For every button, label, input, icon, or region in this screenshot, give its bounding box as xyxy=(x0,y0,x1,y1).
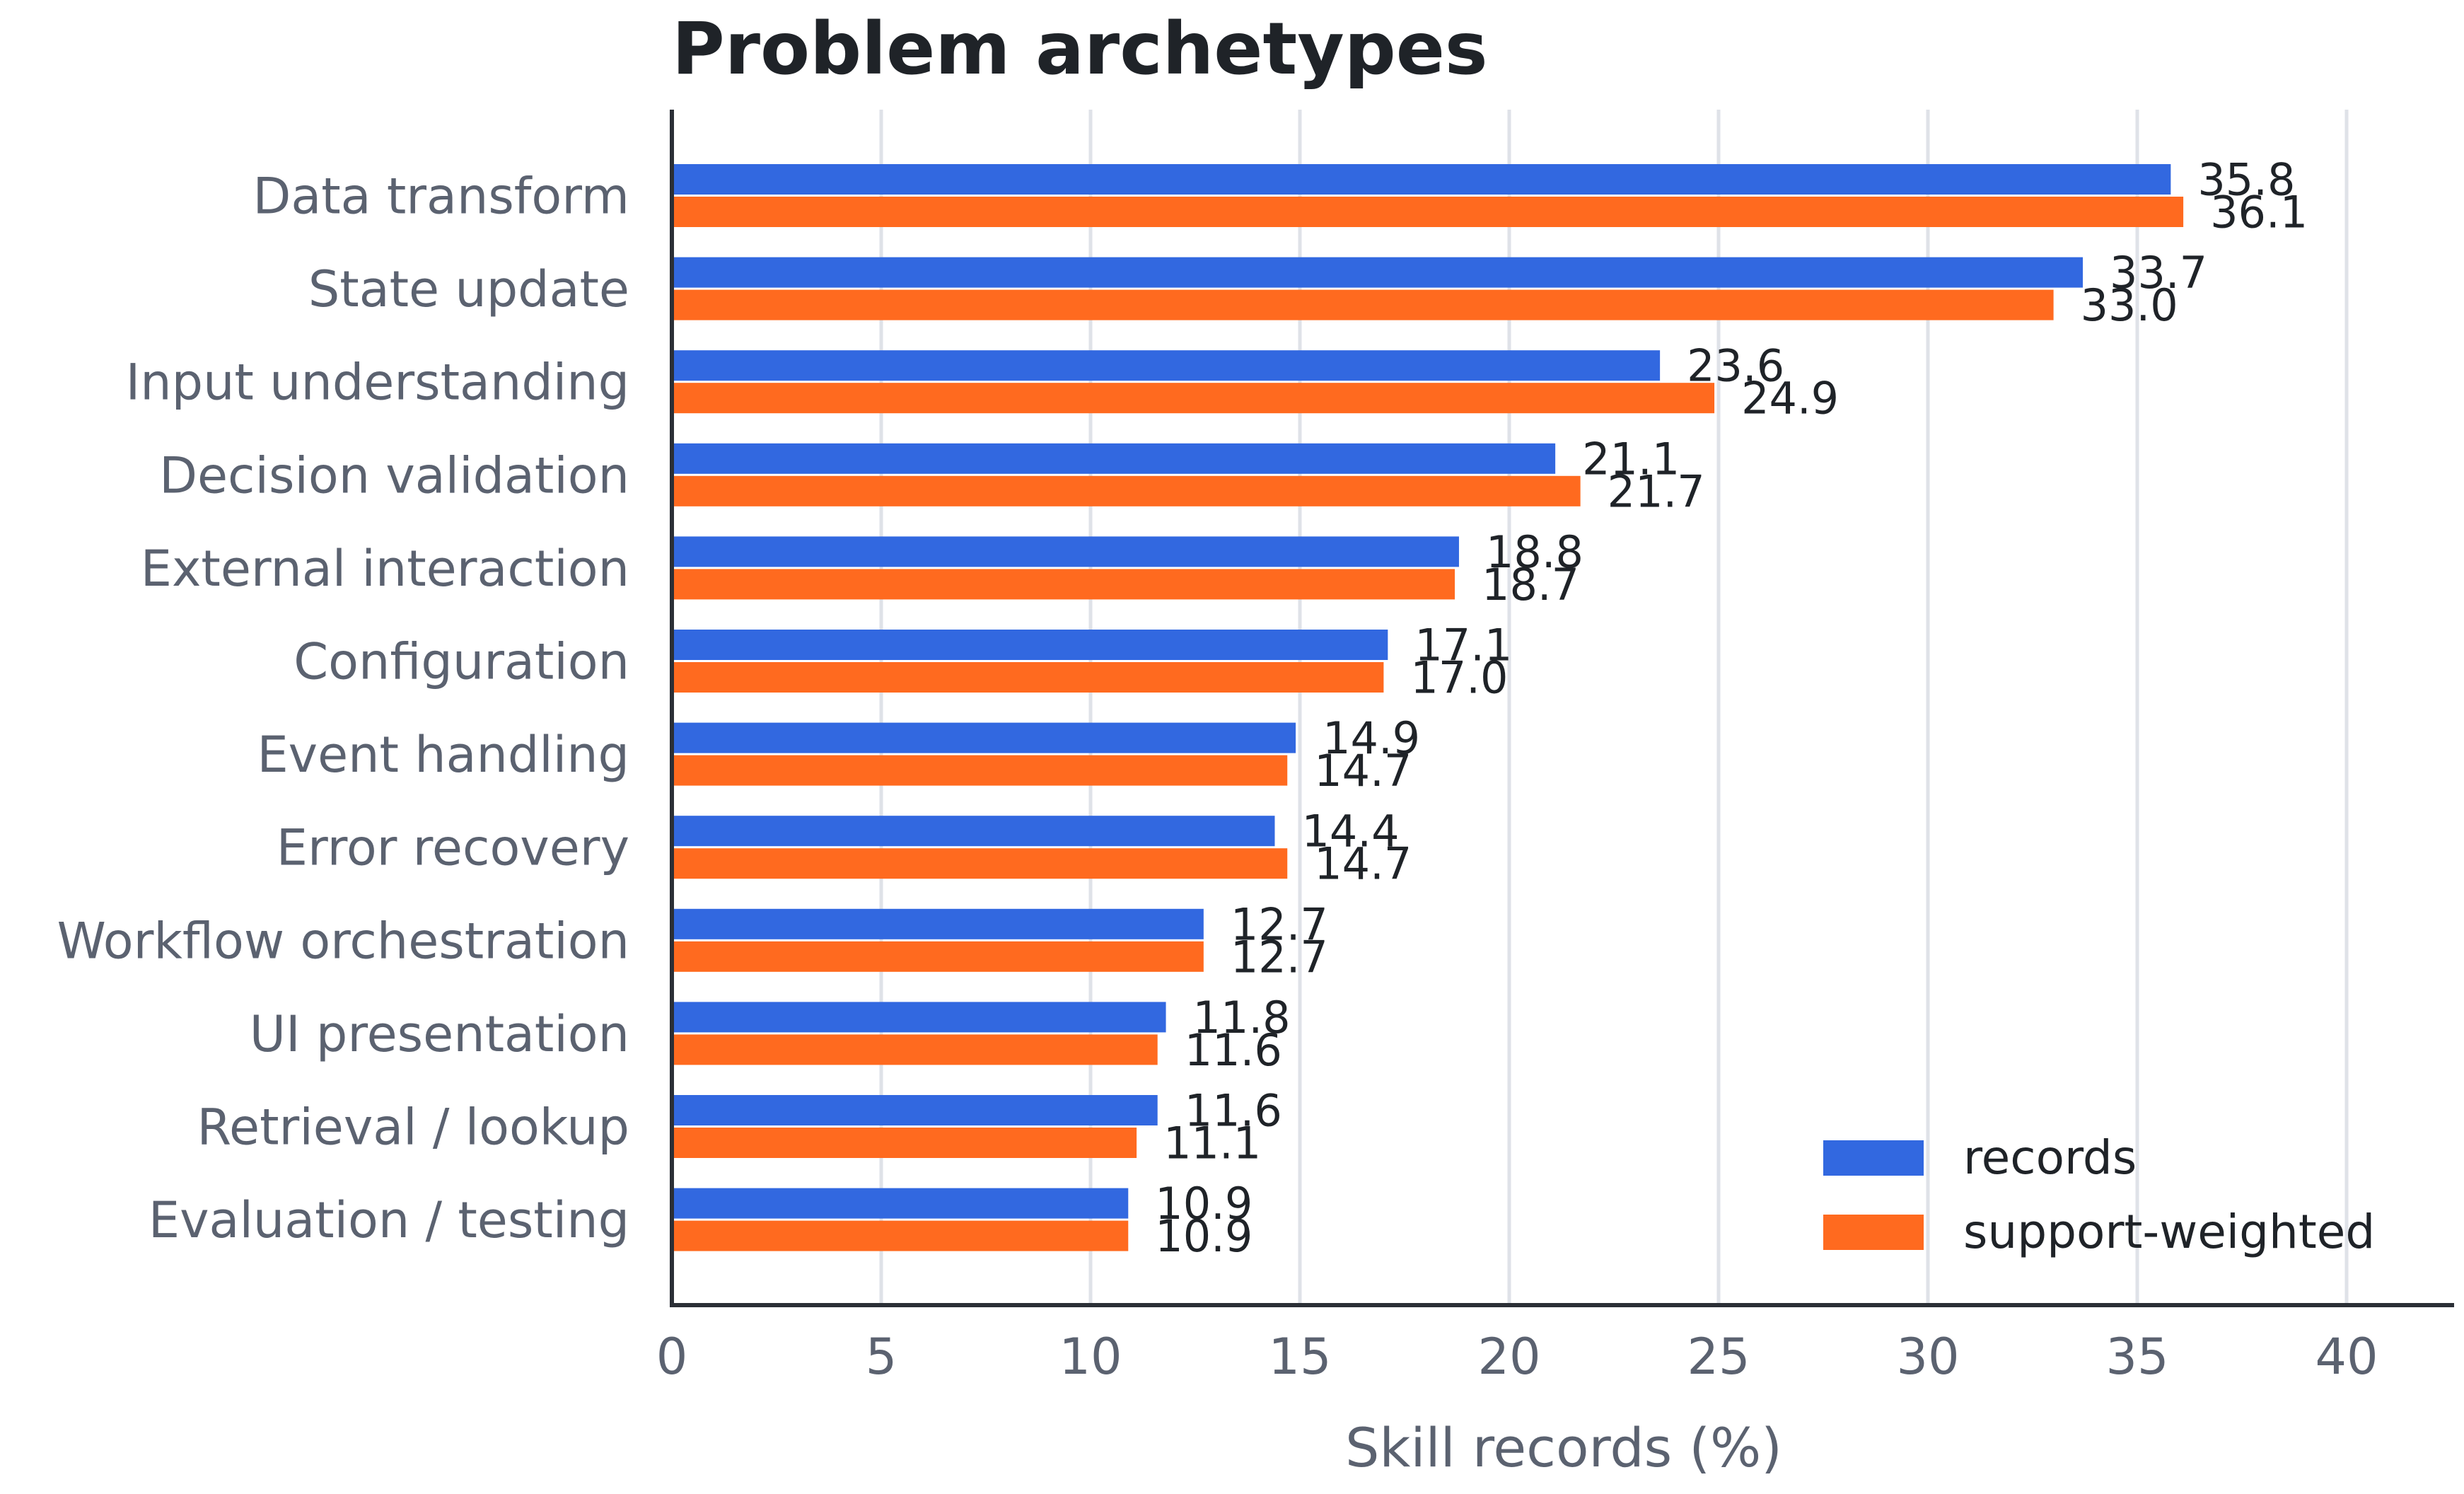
bar-support-weighted xyxy=(672,289,2054,320)
value-label: 11.6 xyxy=(1185,1085,1282,1137)
value-label: 23.6 xyxy=(1687,340,1784,392)
bar-support-weighted xyxy=(672,197,2184,227)
category-labels: Data transform State update Input understa… xyxy=(57,168,629,1250)
value-label: 12.7 xyxy=(1231,898,1328,950)
category-label: Configuration xyxy=(294,633,629,691)
value-label: 18.8 xyxy=(1486,526,1583,578)
value-label: 11.6 xyxy=(1185,1024,1282,1076)
legend-swatch xyxy=(1823,1140,1924,1176)
bar-records xyxy=(672,630,1388,660)
bar-records xyxy=(672,816,1275,847)
category-label: UI presentation xyxy=(250,1005,629,1063)
x-tick-label: 30 xyxy=(1896,1328,1959,1386)
value-label: 17.1 xyxy=(1414,620,1512,671)
value-label: 11.8 xyxy=(1193,992,1291,1043)
value-label: 14.7 xyxy=(1314,745,1412,797)
category-label: Retrieval / lookup xyxy=(197,1099,629,1157)
bar-records xyxy=(672,1002,1166,1033)
category-label: Workflow orchestration xyxy=(57,912,629,970)
bar-support-weighted xyxy=(672,1220,1129,1251)
bar-records xyxy=(672,1095,1158,1125)
bar-support-weighted xyxy=(672,383,1715,414)
value-label: 33.0 xyxy=(2081,279,2178,331)
value-label: 21.1 xyxy=(1582,433,1680,485)
bar-records xyxy=(672,350,1661,381)
x-tick-label: 15 xyxy=(1268,1328,1331,1386)
bar-support-weighted xyxy=(672,755,1288,786)
chart-title: Problem archetypes xyxy=(672,7,1488,91)
value-label: 18.7 xyxy=(1482,559,1579,610)
x-axis-label: Skill records (%) xyxy=(1345,1416,1782,1479)
bar-records xyxy=(672,164,2171,195)
bar-records xyxy=(672,257,2084,288)
value-label: 24.9 xyxy=(1741,373,1839,424)
bar-support-weighted xyxy=(672,941,1204,972)
bar-records xyxy=(672,536,1459,567)
value-label: 14.9 xyxy=(1323,712,1420,764)
category-label: External interaction xyxy=(141,540,629,598)
category-label: Data transform xyxy=(252,168,629,226)
x-tick-label: 35 xyxy=(2105,1328,2168,1386)
x-tick-label: 10 xyxy=(1059,1328,1122,1386)
category-label: Event handling xyxy=(257,726,629,784)
bars xyxy=(672,164,2184,1251)
value-label: 10.9 xyxy=(1155,1178,1253,1229)
x-tick-label: 40 xyxy=(2315,1328,2378,1386)
bar-records xyxy=(672,722,1296,753)
bar-records xyxy=(672,443,1556,474)
bar-support-weighted xyxy=(672,569,1455,600)
value-label: 10.9 xyxy=(1155,1210,1253,1262)
x-tick-label: 20 xyxy=(1477,1328,1540,1386)
axes xyxy=(670,110,2454,1307)
x-tick-label: 5 xyxy=(866,1328,897,1386)
value-label: 36.1 xyxy=(2210,187,2308,238)
x-tick-labels: 0 5 10 15 20 25 30 35 40 xyxy=(656,1328,2378,1386)
legend-label: records xyxy=(1963,1130,2137,1185)
value-label: 12.7 xyxy=(1231,931,1328,983)
bar-records xyxy=(672,908,1204,939)
legend-swatch xyxy=(1823,1215,1924,1250)
bar-support-weighted xyxy=(672,662,1384,693)
category-label: Decision validation xyxy=(159,446,629,504)
value-label: 17.0 xyxy=(1410,652,1508,704)
category-label: State update xyxy=(308,260,629,318)
value-label: 11.1 xyxy=(1163,1118,1261,1169)
value-label: 35.8 xyxy=(2197,154,2295,206)
value-label: 33.7 xyxy=(2110,247,2207,299)
category-label: Input understanding xyxy=(126,354,629,412)
value-labels: 35.836.133.733.0 23.624.9 21.121.7 18.818.7… xyxy=(1155,154,2308,1263)
bar-support-weighted xyxy=(672,848,1288,879)
category-label: Error recovery xyxy=(277,819,629,877)
value-label: 14.4 xyxy=(1301,806,1399,857)
category-label: Evaluation / testing xyxy=(149,1191,629,1249)
bar-records xyxy=(672,1188,1129,1219)
x-tick-label: 25 xyxy=(1687,1328,1750,1386)
legend: records support-weighted xyxy=(1823,1130,2375,1259)
legend-label: support-weighted xyxy=(1963,1205,2375,1259)
bar-support-weighted xyxy=(672,1034,1158,1065)
bar-support-weighted xyxy=(672,475,1581,506)
x-tick-label: 0 xyxy=(656,1328,688,1386)
value-label: 14.7 xyxy=(1314,838,1412,890)
value-label: 21.7 xyxy=(1608,465,1705,517)
bar-support-weighted xyxy=(672,1128,1137,1158)
